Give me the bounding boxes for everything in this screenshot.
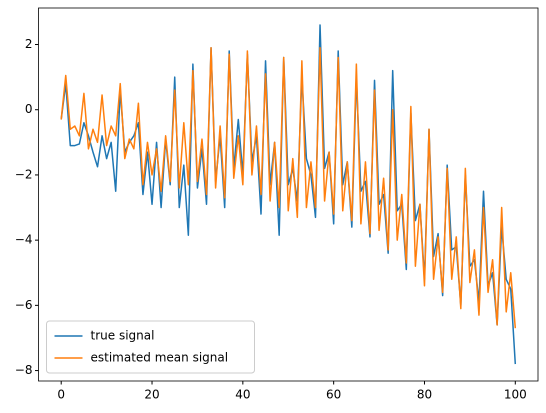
y-tick-label: −6 bbox=[15, 298, 33, 312]
axes-frame bbox=[38, 7, 539, 382]
x-tick-label: 20 bbox=[144, 388, 159, 402]
y-tick-label: −8 bbox=[15, 363, 33, 377]
y-tick-label: −2 bbox=[15, 167, 33, 181]
legend-label: true signal bbox=[91, 329, 155, 343]
x-tick-label: 40 bbox=[235, 388, 250, 402]
legend-box bbox=[46, 320, 255, 374]
y-tick-label: 2 bbox=[25, 37, 33, 51]
x-tick-label: 100 bbox=[504, 388, 527, 402]
series-line bbox=[60, 47, 517, 329]
x-tick-label: 80 bbox=[417, 388, 432, 402]
legend-label: estimated mean signal bbox=[91, 351, 229, 365]
y-tick-label: 0 bbox=[25, 102, 33, 116]
y-tick-label: −4 bbox=[15, 233, 33, 247]
x-tick-label: 60 bbox=[326, 388, 341, 402]
x-tick-label: 0 bbox=[57, 388, 65, 402]
